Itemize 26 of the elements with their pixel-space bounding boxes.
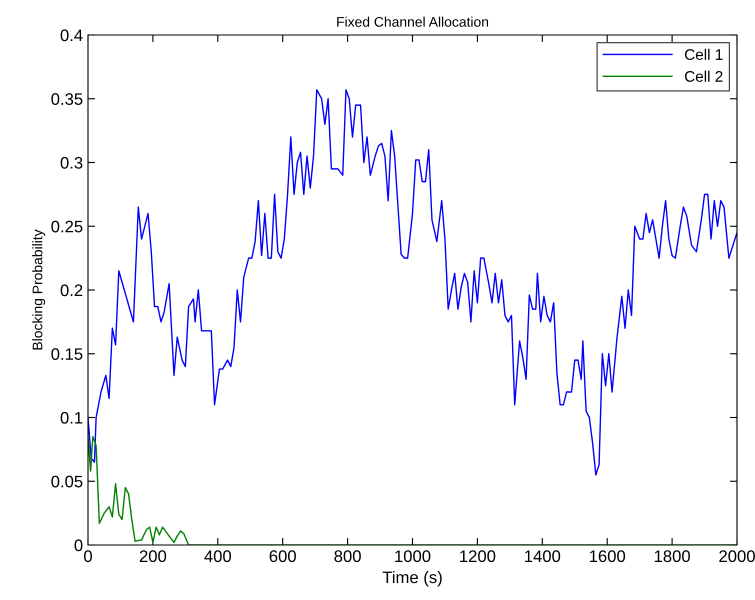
y-tick-label: 0.15	[51, 348, 82, 360]
y-tick-label: 0.4	[60, 29, 83, 42]
x-tick-label: 1800	[654, 550, 690, 562]
x-tick-label: 0	[84, 550, 92, 562]
y-tick-label: 0.35	[51, 93, 82, 105]
x-axis-title: Time (s)	[382, 570, 442, 586]
line-series	[88, 89, 737, 476]
y-tick-label: 0.1	[60, 412, 82, 424]
x-tick-label: 400	[204, 550, 232, 562]
y-tick-label: 0	[74, 539, 82, 552]
y-axis-title: Blocking Probability	[32, 229, 46, 350]
x-tick-label: 600	[270, 550, 296, 562]
y-tick-label: 0.2	[60, 284, 82, 296]
x-tick-label: 1200	[460, 550, 496, 562]
chart-title: Fixed Channel Allocation	[337, 16, 488, 27]
x-tick-label: 1000	[395, 550, 430, 562]
x-tick-label: 1400	[525, 550, 560, 562]
legend-label: Cell 1	[684, 48, 723, 60]
x-tick-label: 2000	[719, 550, 755, 562]
legend-label: Cell 2	[684, 70, 722, 82]
x-tick-label: 1600	[590, 550, 626, 562]
y-tick-label: 0.05	[51, 476, 82, 488]
x-tick-label: 200	[140, 550, 166, 562]
x-tick-label: 800	[334, 550, 361, 562]
y-tick-label: 0.3	[60, 156, 82, 169]
y-tick-label: 0.25	[51, 220, 82, 232]
